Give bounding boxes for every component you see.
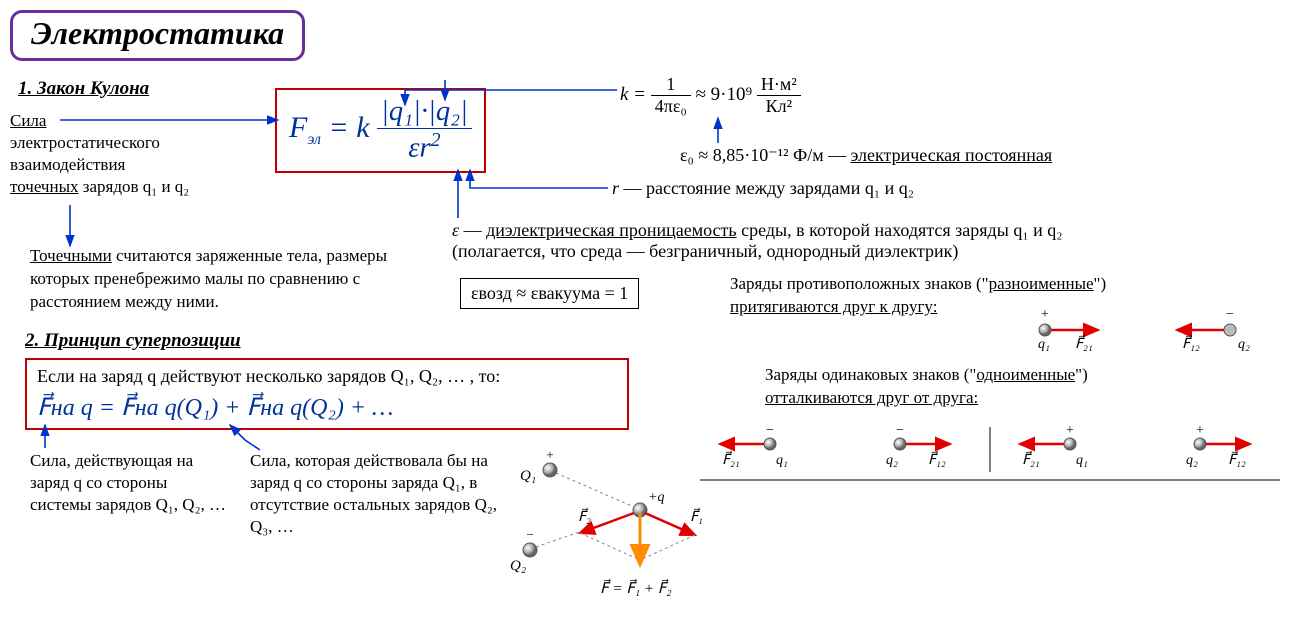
svg-text:F⃗₁: F⃗₁	[690, 507, 703, 525]
sila-text2: взаимодействия	[10, 155, 125, 174]
section1-heading: 1. Закон Кулона	[18, 78, 149, 99]
svg-text:q₂: q₂	[1238, 337, 1250, 352]
svg-text:Q₁: Q₁	[520, 468, 536, 484]
eps-u: диэлектрическая проницаемость	[486, 220, 737, 240]
eps-note2: (полагается, что среда — безграничный, о…	[452, 241, 958, 261]
sila-text3u: точечных	[10, 177, 79, 196]
svg-text:F⃗₁₂: F⃗₁₂	[1228, 450, 1246, 468]
f-den-eps: ε	[408, 133, 419, 164]
sila-label: Сила	[10, 111, 46, 130]
svg-text:F⃗ = F⃗₁ + F⃗₂: F⃗ = F⃗₁ + F⃗₂	[600, 578, 672, 597]
svg-text:F⃗₂₁: F⃗₂₁	[722, 450, 740, 468]
opp-title2: притягиваются друг к другу:	[730, 297, 937, 316]
svg-text:q₁: q₁	[1076, 453, 1088, 468]
svg-text:+: +	[1066, 423, 1074, 438]
eps-box-text: εвозд ≈ εвакуума = 1	[471, 283, 628, 303]
superposition-box: Если на заряд q действуют несколько заря…	[25, 358, 629, 430]
svg-text:q₁: q₁	[776, 453, 788, 468]
f-num: |q₁|·|q₂|	[377, 96, 472, 129]
svg-text:F⃗₂: F⃗₂	[578, 507, 591, 525]
svg-text:+: +	[1196, 423, 1204, 438]
svg-text:−: −	[766, 423, 774, 438]
k-approx: ≈ 9·10⁹	[696, 84, 757, 105]
k-unit-num: Н·м²	[757, 74, 801, 96]
f-eq: = k	[321, 111, 370, 144]
coulomb-formula-box: Fэл = k |q₁|·|q₂| εr2	[275, 88, 486, 173]
svg-text:q₂: q₂	[886, 453, 898, 468]
same-u: одноименные	[976, 365, 1075, 384]
k-frac-den: 4πε₀	[651, 96, 691, 117]
f-den-r: r	[420, 133, 431, 164]
title-text: Электростатика	[31, 15, 284, 51]
superposition-diagram: + Q₁ − Q₂ +q F⃗₁ F⃗₂ F⃗ = F⃗₁ + F⃗₂	[510, 445, 720, 615]
f-lhs: F	[289, 111, 307, 144]
section2-heading: 2. Принцип суперпозиции	[25, 330, 241, 351]
svg-text:F⃗₁₂: F⃗₁₂	[1182, 334, 1200, 352]
svg-text:F⃗₂₁: F⃗₂₁	[1075, 334, 1093, 352]
svg-text:F⃗₁₂: F⃗₁₂	[928, 450, 946, 468]
r-text: — расстояние между зарядами q₁ и q₂	[619, 178, 914, 198]
svg-text:−: −	[526, 527, 533, 542]
left-note: Сила, действующая на заряд q со стороны …	[30, 451, 226, 514]
svg-text:Q₂: Q₂	[510, 558, 526, 574]
eps0-u: электрическая постоянная	[851, 145, 1053, 165]
svg-text:−: −	[1226, 310, 1234, 322]
f-den-sq: 2	[431, 129, 441, 151]
f-lhs-sub: эл	[307, 131, 321, 148]
svg-text:+: +	[546, 447, 553, 462]
eps-dash: —	[459, 220, 486, 240]
super-formula: F⃗на q = F⃗на q(Q₁) + F⃗на q(Q₂) + …	[37, 395, 393, 421]
same-a: Заряды одинаковых знаков ("	[765, 365, 976, 384]
right-note: Сила, которая действовала бы на заряд q …	[250, 451, 497, 536]
opposite-charges-diagram: + q₁ F⃗₂₁ − q₂ F⃗₁₂	[1020, 310, 1280, 360]
svg-text:q₂: q₂	[1186, 453, 1198, 468]
r-i: r	[612, 178, 619, 198]
eps0-text: ε₀ ≈ 8,85·10⁻¹² Ф/м —	[680, 145, 851, 165]
opp-a: Заряды противоположных знаков ("	[730, 274, 989, 293]
eps-rest: среды, в которой находятся заряды q₁ и q…	[737, 220, 1063, 240]
same-b: ")	[1075, 365, 1088, 384]
super-text1: Если на заряд q действуют несколько заря…	[37, 366, 500, 386]
sila-text3b: зарядов q₁ и q₂	[79, 177, 190, 196]
svg-text:−: −	[896, 423, 904, 438]
svg-text:+q: +q	[648, 490, 664, 505]
k-frac-num: 1	[651, 74, 691, 96]
svg-text:q₁: q₁	[1038, 337, 1050, 352]
same-charges-diagram: − F⃗₂₁ q₁ − q₂ F⃗₁₂ + F⃗₂₁ q₁ + q₂ F⃗₁₂	[700, 422, 1290, 492]
eps-box: εвозд ≈ εвакуума = 1	[460, 278, 639, 309]
opp-u: разноименные	[989, 274, 1094, 293]
k-unit-den: Кл²	[757, 96, 801, 117]
opp-b: ")	[1094, 274, 1107, 293]
k-prefix: k =	[620, 84, 651, 105]
svg-text:F⃗₂₁: F⃗₂₁	[1022, 450, 1040, 468]
same-title2: отталкиваются друг от друга:	[765, 388, 978, 407]
point-note-u: Точечными	[30, 246, 112, 265]
svg-text:+: +	[1041, 310, 1049, 322]
page-title: Электростатика	[10, 10, 305, 61]
sila-text1: электростатического	[10, 133, 160, 152]
